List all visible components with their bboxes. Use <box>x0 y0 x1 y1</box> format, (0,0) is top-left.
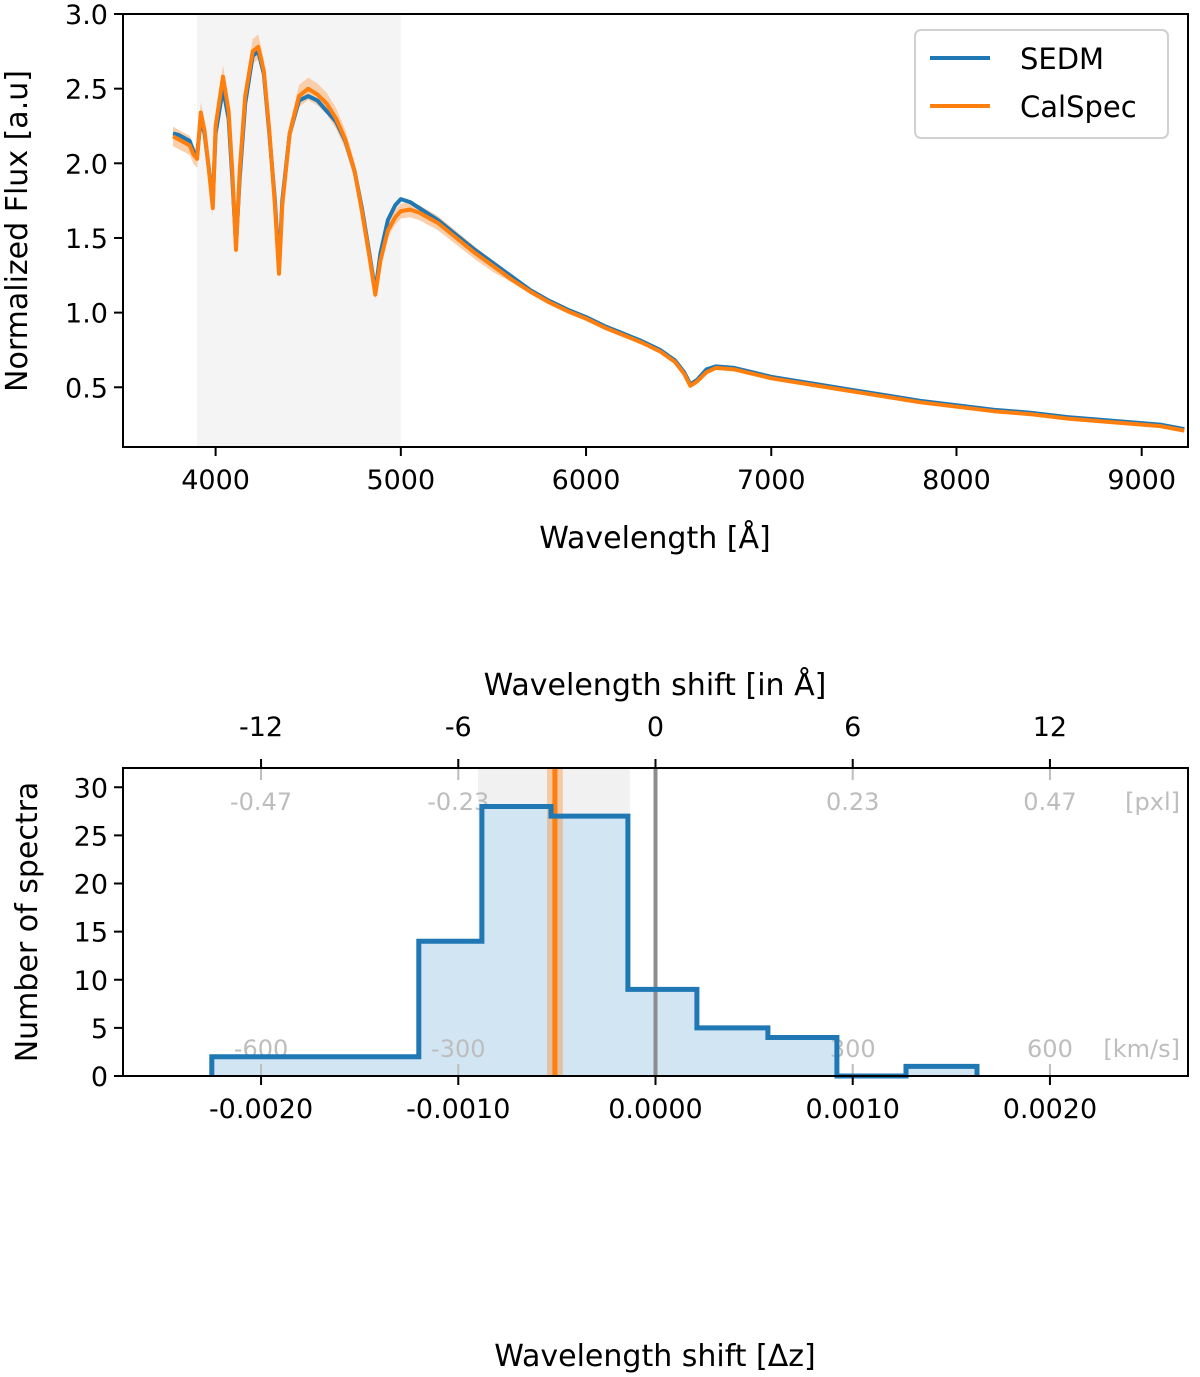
histogram-y-ticks: 0 5 10 15 20 25 30 <box>74 773 123 1093</box>
histogram-top-tick-label: 12 <box>1033 712 1067 743</box>
histogram-y-tick-label: 20 <box>74 870 108 901</box>
spectrum-x-tick-label: 9000 <box>1107 465 1176 496</box>
spectrum-y-ticks: 0.5 1.0 1.5 2.0 2.5 3.0 <box>65 0 123 404</box>
histogram-y-tick-label: 15 <box>74 918 108 949</box>
histogram-x-tick-label: 0.0020 <box>1003 1094 1097 1125</box>
legend-label-sedm: SEDM <box>1020 42 1104 76</box>
histogram-top-tick-label: 0 <box>647 712 664 743</box>
pixel-scale-label: 0.23 <box>826 788 879 816</box>
secondary-scale-labels: -0.47 -0.23 0.23 0.47 [pxl]-600 -300 300 600 [km… <box>230 768 1180 1076</box>
spectrum-x-tick-label: 4000 <box>181 465 250 496</box>
histogram-top-tick-label: 6 <box>844 712 861 743</box>
spectrum-x-tick-label: 5000 <box>366 465 435 496</box>
histogram-top-ticks: -12 -6 0 6 12 <box>239 712 1067 768</box>
velocity-scale-label: -300 <box>431 1035 485 1063</box>
pixel-scale-label: -0.47 <box>230 788 292 816</box>
spectrum-panel: 4000 5000 6000 7000 8000 9000 0.5 1.0 1.5 2.0 2.5… <box>0 0 1189 556</box>
pixel-scale-label: 0.47 <box>1023 788 1076 816</box>
spectrum-y-tick-label: 2.5 <box>65 75 108 106</box>
spectrum-y-tick-label: 0.5 <box>65 373 108 404</box>
spectrum-x-tick-label: 6000 <box>552 465 621 496</box>
highlight-region <box>197 14 401 447</box>
spectrum-axes-frame <box>122 13 1189 448</box>
histogram-y-tick-label: 0 <box>91 1062 108 1093</box>
spectrum-x-ticks: 4000 5000 6000 7000 8000 9000 <box>181 447 1176 496</box>
spectrum-y-tick-label: 1.5 <box>65 224 108 255</box>
spectrum-x-tick-label: 8000 <box>922 465 991 496</box>
histogram-x-tick-label: -0.0020 <box>209 1094 313 1125</box>
pixel-unit-label: [pxl] <box>1125 788 1180 816</box>
histogram-y-tick-label: 30 <box>74 773 108 804</box>
histogram-y-label: Number of spectra <box>10 782 45 1063</box>
histogram-top-tick-label: -12 <box>239 712 283 743</box>
histogram-x-ticks: -0.0020 -0.0010 0.0000 0.0010 0.0020 <box>209 1076 1097 1125</box>
spectrum-y-label: Normalized Flux [a.u] <box>0 70 35 392</box>
histogram-y-tick-label: 25 <box>74 821 108 852</box>
legend-label-calspec: CalSpec <box>1020 90 1137 124</box>
histogram-x-tick-label: -0.0010 <box>406 1094 510 1125</box>
histogram-top-x-label: Wavelength shift [in Å] <box>484 667 827 703</box>
spectrum-x-tick-label: 7000 <box>737 465 806 496</box>
velocity-scale-label: 600 <box>1027 1035 1073 1063</box>
spectrum-y-tick-label: 3.0 <box>65 0 108 31</box>
histogram-top-tick-label: -6 <box>445 712 472 743</box>
spectrum-y-tick-label: 1.0 <box>65 299 108 330</box>
velocity-unit-label: [km/s] <box>1103 1035 1180 1063</box>
histogram-y-tick-label: 10 <box>74 966 108 997</box>
histogram-x-label: Wavelength shift [Δz] <box>494 1339 816 1374</box>
legend: SEDM CalSpec <box>914 29 1169 139</box>
histogram-x-tick-label: 0.0000 <box>608 1094 702 1125</box>
spectrum-x-label: Wavelength [Å] <box>539 520 770 556</box>
histogram-panel: -0.47 -0.23 0.23 0.47 [pxl]-600 -300 300 600 [km… <box>10 667 1189 1374</box>
histogram-x-tick-label: 0.0010 <box>805 1094 899 1125</box>
histogram-y-tick-label: 5 <box>91 1014 108 1045</box>
calspec-line <box>172 44 1185 433</box>
spectrum-y-tick-label: 2.0 <box>65 149 108 180</box>
histogram-fill <box>211 806 978 1076</box>
pixel-scale-label: -0.23 <box>427 788 489 816</box>
